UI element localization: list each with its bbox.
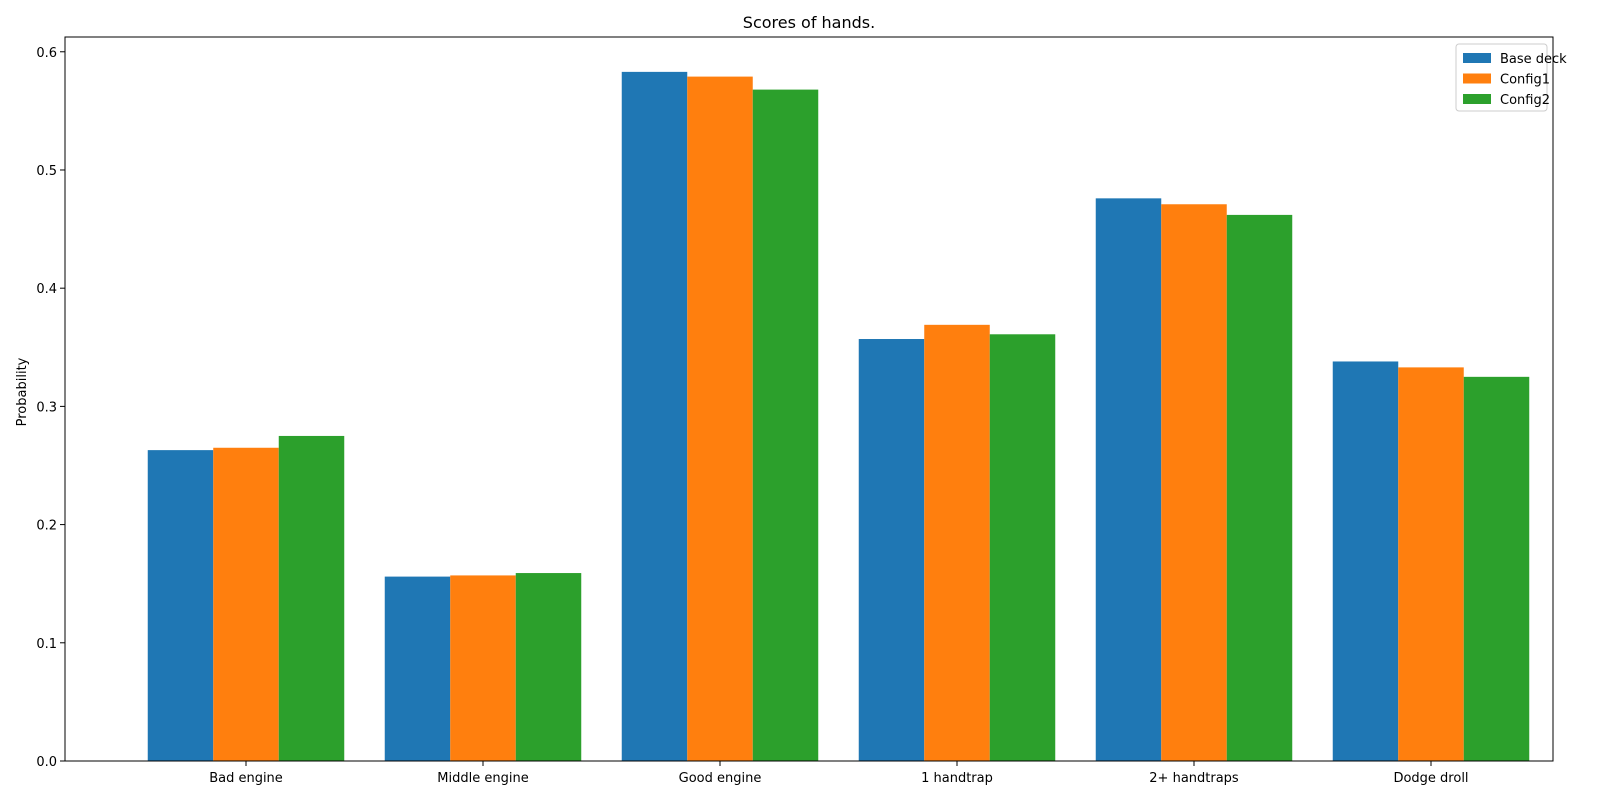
chart-title: Scores of hands. xyxy=(743,13,875,32)
y-tick-label: 0.0 xyxy=(36,755,57,770)
y-tick-label: 0.4 xyxy=(36,282,57,297)
x-tick-label: Bad engine xyxy=(209,771,283,786)
x-tick-label: 2+ handtraps xyxy=(1149,771,1239,786)
x-tick-label: 1 handtrap xyxy=(921,771,993,786)
bar-3-4 xyxy=(989,334,1056,761)
y-tick-label: 0.1 xyxy=(36,637,57,652)
bar-3-1 xyxy=(278,435,345,761)
legend-label-1: Base deck xyxy=(1500,52,1567,67)
bar-2-1 xyxy=(213,447,279,761)
legend-swatch-3 xyxy=(1463,94,1491,104)
legend: Base deck Config1 Config2 xyxy=(1455,43,1567,112)
plot-area: 0.0 0.1 0.2 0.3 0.4 0.5 0.6 Bad engine Middle en… xyxy=(36,36,1554,786)
y-tick-label: 0.6 xyxy=(36,46,57,61)
bar-1-6 xyxy=(1332,361,1399,761)
x-tick-label: Good engine xyxy=(679,771,762,786)
bar-2-2 xyxy=(450,575,516,761)
bar-2-6 xyxy=(1398,367,1464,761)
bar-1-2 xyxy=(384,576,451,761)
y-tick-label: 0.5 xyxy=(36,164,57,179)
bar-3-5 xyxy=(1226,214,1293,761)
y-tick-label: 0.2 xyxy=(36,519,57,534)
bar-1-4 xyxy=(858,339,925,761)
bar-2-4 xyxy=(924,324,990,761)
x-tick-label: Dodge droll xyxy=(1393,771,1468,786)
bar-2-5 xyxy=(1161,204,1227,761)
bar-3-6 xyxy=(1463,376,1530,761)
bar-1-3 xyxy=(621,71,688,762)
legend-swatch-2 xyxy=(1463,73,1491,84)
x-tick-label: Middle engine xyxy=(437,771,528,786)
y-tick-label: 0.3 xyxy=(36,400,57,415)
bar-1-5 xyxy=(1095,198,1162,761)
legend-label-2: Config1 xyxy=(1500,73,1550,88)
bar-3-2 xyxy=(515,573,582,761)
legend-swatch-1 xyxy=(1463,53,1491,63)
legend-label-3: Config2 xyxy=(1500,93,1550,108)
bar-2-3 xyxy=(687,76,753,761)
bar-3-3 xyxy=(752,89,819,761)
bar-1-1 xyxy=(147,450,214,761)
y-axis-label: Probability xyxy=(15,357,30,426)
plot-frame xyxy=(64,36,1554,762)
